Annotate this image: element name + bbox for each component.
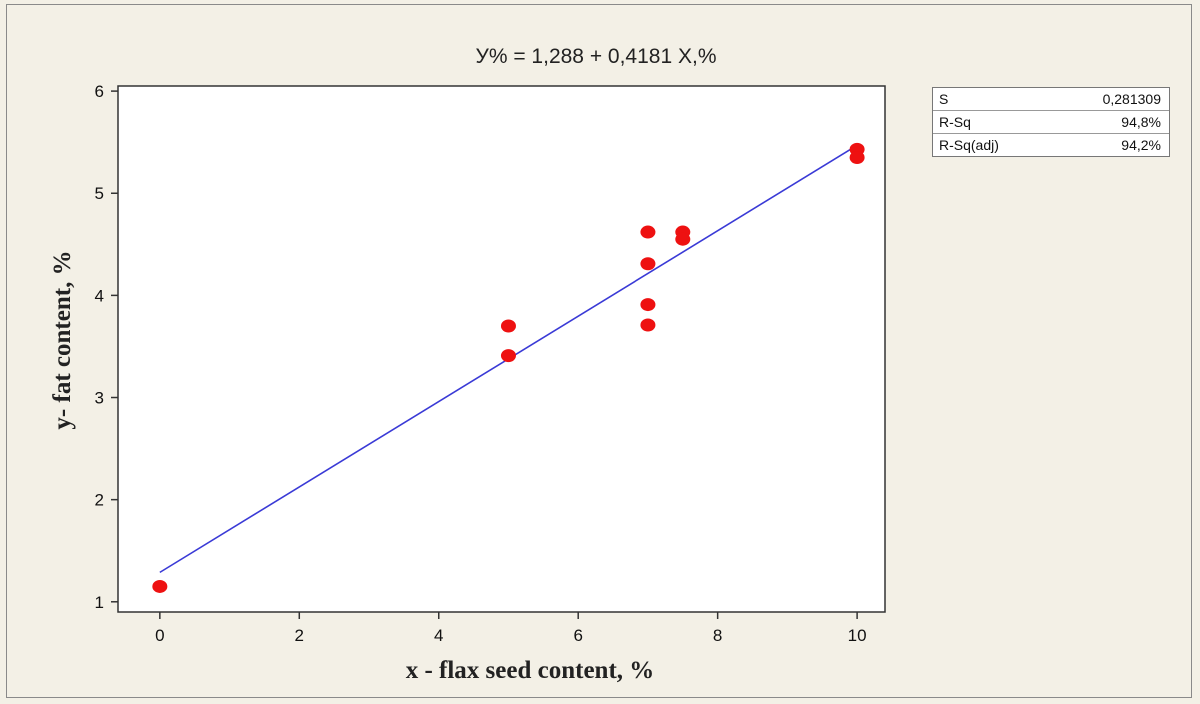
y-axis: 1 2 3 4 5 6: [95, 82, 118, 612]
y-axis-title: y- fat content, %: [49, 250, 76, 429]
data-point: [640, 257, 656, 271]
data-point: [152, 579, 168, 593]
stat-row-r-sq: R-Sq 94,8%: [933, 111, 1169, 134]
y-tick-label: 3: [95, 389, 104, 408]
x-tick-label: 6: [573, 626, 582, 645]
chart-title: У% = 1,288 + 0,4181 X,%: [475, 45, 716, 68]
data-point: [640, 225, 656, 239]
x-tick-label: 2: [295, 626, 304, 645]
stat-row-r-sq-adj: R-Sq(adj) 94,2%: [933, 134, 1169, 156]
y-tick-label: 1: [95, 593, 104, 612]
regression-stats-box: S 0,281309 R-Sq 94,8% R-Sq(adj) 94,2%: [932, 87, 1170, 157]
data-point: [640, 298, 656, 312]
x-tick-label: 4: [434, 626, 443, 645]
stat-label: R-Sq(adj): [939, 137, 999, 153]
data-point: [500, 319, 516, 333]
plot-area: [117, 85, 886, 613]
y-tick-label: 2: [95, 491, 104, 510]
stat-label: R-Sq: [939, 114, 971, 130]
stat-value: 0,281309: [1102, 91, 1161, 107]
stat-value: 94,2%: [1121, 137, 1161, 153]
x-axis: 0 2 4 6 8 10: [155, 612, 867, 645]
data-point: [640, 318, 656, 332]
data-point: [675, 232, 691, 246]
y-tick-label: 5: [95, 184, 104, 203]
y-tick-label: 4: [95, 286, 104, 305]
x-axis-title: x - flax seed content, %: [406, 657, 655, 684]
data-point: [849, 150, 865, 164]
chart-frame: [6, 4, 1192, 698]
x-tick-label: 10: [848, 626, 867, 645]
data-points: [152, 142, 865, 593]
stat-row-s: S 0,281309: [933, 88, 1169, 111]
stat-value: 94,8%: [1121, 114, 1161, 130]
x-tick-label: 0: [155, 626, 164, 645]
data-point: [500, 349, 516, 363]
x-tick-label: 8: [713, 626, 722, 645]
stat-label: S: [939, 91, 949, 107]
y-tick-label: 6: [95, 82, 104, 101]
